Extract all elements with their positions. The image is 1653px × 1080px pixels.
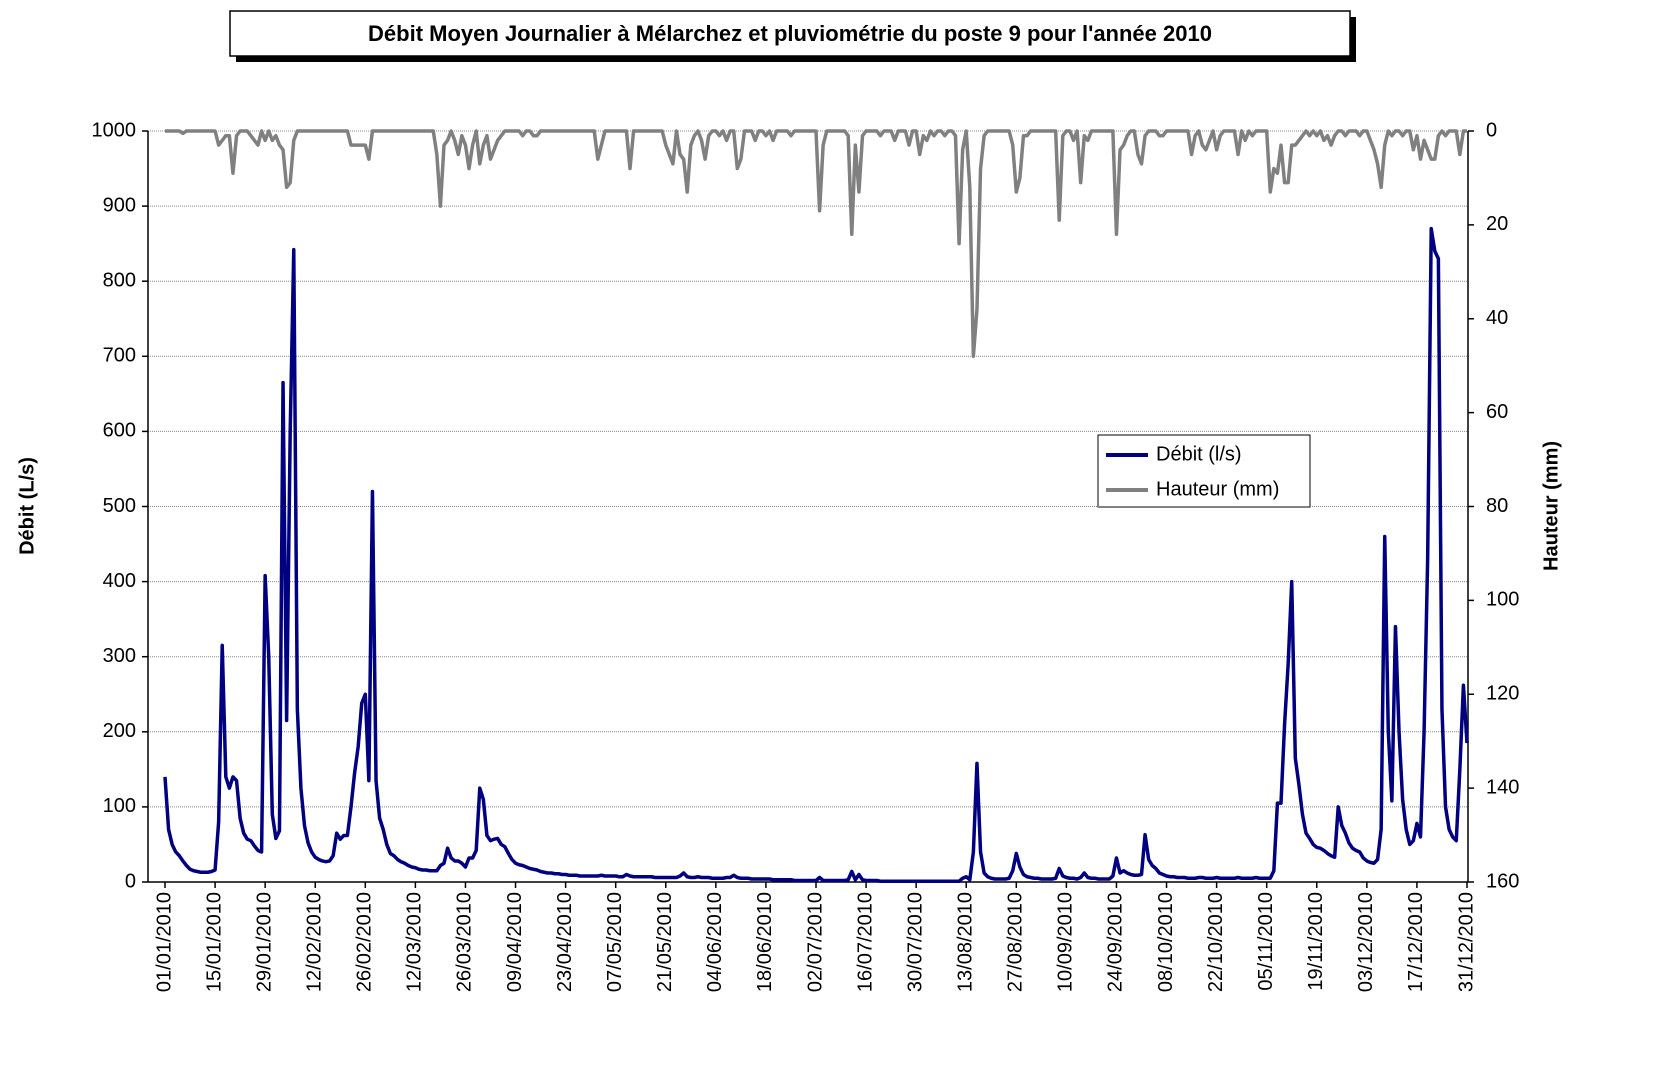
x-tick-label: 29/01/2010 (253, 892, 275, 992)
x-tick-label: 03/12/2010 (1355, 892, 1377, 992)
y-axis-label: Débit (L/s) (16, 457, 38, 555)
y2-tick-label: 140 (1486, 776, 1519, 798)
y2-tick-label: 100 (1486, 589, 1519, 611)
y-tick-label: 600 (103, 420, 136, 442)
x-tick-label: 08/10/2010 (1155, 892, 1177, 992)
y2-tick-label: 0 (1486, 119, 1497, 141)
y-tick-label: 700 (103, 345, 136, 367)
y2-tick-label: 40 (1486, 307, 1508, 329)
x-tick-label: 09/04/2010 (504, 892, 526, 992)
x-tick-label: 30/07/2010 (904, 892, 926, 992)
x-tick-label: 24/09/2010 (1105, 892, 1127, 992)
y2-tick-label: 80 (1486, 495, 1508, 517)
y-tick-label: 200 (103, 720, 136, 742)
y2-tick-label: 120 (1486, 683, 1519, 705)
x-tick-label: 07/05/2010 (604, 892, 626, 992)
chart-title: Débit Moyen Journalier à Mélarchez et pl… (368, 21, 1212, 46)
x-tick-label: 10/09/2010 (1055, 892, 1077, 992)
y-tick-label: 100 (103, 795, 136, 817)
x-tick-label: 22/10/2010 (1205, 892, 1227, 992)
y-tick-label: 500 (103, 495, 136, 517)
x-tick-label: 15/01/2010 (203, 892, 225, 992)
legend-label: Hauteur (mm) (1156, 478, 1279, 500)
x-tick-label: 31/12/2010 (1455, 892, 1477, 992)
x-tick-label: 04/06/2010 (704, 892, 726, 992)
x-tick-label: 27/08/2010 (1005, 892, 1027, 992)
x-tick-label: 01/01/2010 (153, 892, 175, 992)
x-tick-label: 12/02/2010 (304, 892, 326, 992)
x-tick-label: 26/02/2010 (354, 892, 376, 992)
title-box (229, 10, 1351, 57)
legend-box (1097, 434, 1311, 508)
y-tick-label: 1000 (92, 119, 137, 141)
x-tick-label: 02/07/2010 (804, 892, 826, 992)
series-line (163, 226, 1469, 883)
x-tick-label: 26/03/2010 (454, 892, 476, 992)
y-tick-label: 800 (103, 269, 136, 291)
y-tick-label: 900 (103, 194, 136, 216)
x-tick-label: 16/07/2010 (854, 892, 876, 992)
x-tick-label: 13/08/2010 (955, 892, 977, 992)
x-tick-label: 23/04/2010 (554, 892, 576, 992)
x-tick-label: 17/12/2010 (1405, 892, 1427, 992)
x-tick-label: 12/03/2010 (404, 892, 426, 992)
y-tick-label: 300 (103, 645, 136, 667)
x-tick-label: 19/11/2010 (1305, 892, 1327, 991)
y-tick-label: 400 (103, 570, 136, 592)
y2-axis-label: Hauteur (mm) (1540, 441, 1562, 571)
x-tick-label: 21/05/2010 (654, 892, 676, 992)
x-tick-label: 18/06/2010 (754, 892, 776, 992)
legend: Débit (l/s) Hauteur (mm) (1097, 434, 1311, 508)
series-line (165, 129, 1467, 359)
y2-tick-label: 60 (1486, 401, 1508, 423)
y2-tick-label: 160 (1486, 870, 1519, 892)
legend-label: Débit (l/s) (1156, 443, 1242, 465)
y-tick-label: 0 (125, 870, 136, 892)
x-tick-label: 05/11/2010 (1255, 892, 1277, 991)
y2-tick-label: 20 (1486, 213, 1508, 235)
